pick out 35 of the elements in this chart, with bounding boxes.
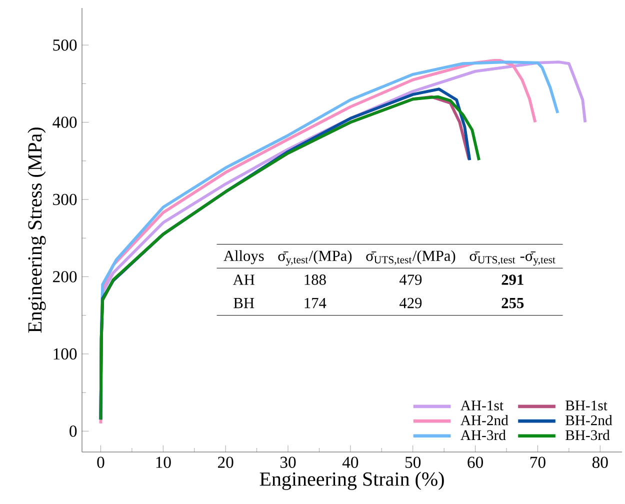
x-axis-title: Engineering Strain (%) bbox=[260, 472, 444, 490]
annotation: 255 bbox=[502, 298, 524, 308]
x-tick-label: 50 bbox=[405, 456, 421, 468]
x-tick-label: 0 bbox=[97, 456, 104, 468]
annotation: BH bbox=[234, 298, 254, 308]
legend-label: AH-1st bbox=[460, 400, 504, 410]
legend-label: BH-3rd bbox=[566, 430, 610, 440]
annotation: 479 bbox=[400, 274, 422, 285]
legend-label: AH-2nd bbox=[460, 414, 508, 426]
y-tick-label: 100 bbox=[54, 348, 77, 360]
x-tick-label: 30 bbox=[280, 456, 296, 468]
y-tick-label: 300 bbox=[53, 194, 77, 206]
legend-label: BH-1st bbox=[566, 400, 608, 410]
annotation: Alloys bbox=[224, 250, 264, 264]
y-axis-title: Engineering Stress (MPa) bbox=[28, 128, 46, 333]
annotation: 291 bbox=[502, 274, 524, 285]
legend-label: BH-2nd bbox=[566, 414, 612, 426]
y-tick-label: 400 bbox=[52, 116, 77, 128]
x-tick-label: 70 bbox=[530, 456, 546, 468]
annotation: σ̄$_{UTS,test}$ -σ̄$_{y,test}$ bbox=[470, 252, 556, 266]
x-tick-label: 60 bbox=[468, 456, 483, 468]
x-tick-label: 20 bbox=[218, 456, 234, 468]
y-tick-label: 200 bbox=[53, 271, 77, 282]
y-tick-label: 500 bbox=[53, 39, 77, 51]
annotation: 188 bbox=[304, 274, 326, 285]
x-tick-label: 80 bbox=[592, 456, 608, 468]
annotation: σ̄$_{UTS,test}$/(MPa) bbox=[366, 250, 456, 265]
x-tick-label: 40 bbox=[342, 456, 358, 468]
annotation: 429 bbox=[400, 298, 422, 308]
legend-label: AH-3rd bbox=[460, 430, 506, 440]
annotation: σ̄$_{y,test}$/(MPa) bbox=[278, 250, 352, 266]
y-tick-label: 0 bbox=[70, 426, 77, 437]
x-tick-label: 10 bbox=[156, 456, 171, 468]
annotation: 174 bbox=[304, 298, 326, 308]
annotation: AH bbox=[232, 274, 254, 285]
